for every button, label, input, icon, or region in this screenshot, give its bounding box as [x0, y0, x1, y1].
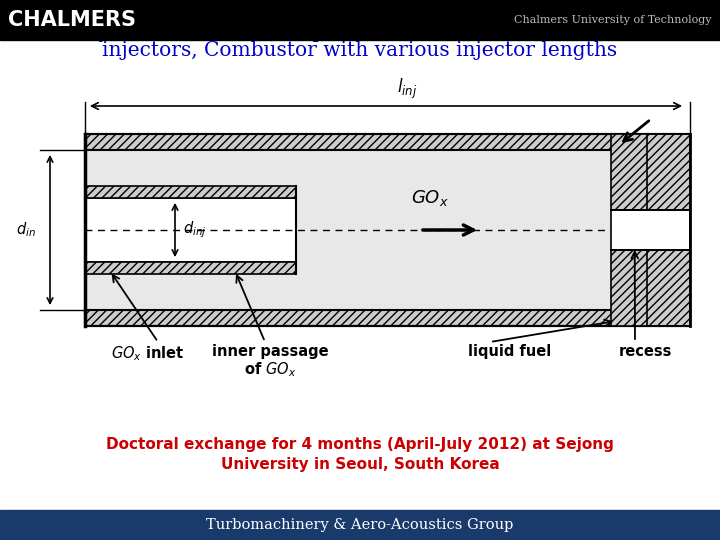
- Bar: [611, 250, 690, 326]
- Text: Dynamic Mode Decomposition: Combustor with Baffle: Dynamic Mode Decomposition: Combustor wi…: [82, 24, 638, 43]
- Text: $l_{inj}$: $l_{inj}$: [397, 77, 418, 101]
- Bar: [85, 134, 690, 326]
- Text: $GO_x$ inlet: $GO_x$ inlet: [111, 344, 185, 363]
- Text: Doctoral exchange for 4 months (April-July 2012) at Sejong: Doctoral exchange for 4 months (April-Ju…: [106, 437, 614, 453]
- Bar: [0, 510, 720, 540]
- Bar: [0, 0, 720, 40]
- Bar: [85, 134, 690, 150]
- Text: Chalmers University of Technology: Chalmers University of Technology: [515, 15, 712, 25]
- Bar: [85, 310, 690, 326]
- Text: University in Seoul, South Korea: University in Seoul, South Korea: [220, 457, 500, 472]
- Bar: [85, 186, 296, 198]
- Bar: [611, 210, 690, 250]
- Bar: [85, 262, 296, 274]
- Bar: [85, 198, 296, 262]
- Bar: [611, 250, 690, 326]
- Bar: [85, 262, 296, 274]
- Bar: [85, 150, 690, 310]
- Text: recess: recess: [618, 344, 672, 359]
- Bar: [85, 310, 690, 326]
- Bar: [611, 134, 690, 210]
- Text: injectors, Combustor with various injector lengths: injectors, Combustor with various inject…: [102, 40, 618, 59]
- Bar: [85, 186, 296, 198]
- Text: of $GO_x$: of $GO_x$: [244, 360, 296, 379]
- Bar: [611, 134, 690, 210]
- Bar: [85, 134, 690, 150]
- Text: CHALMERS: CHALMERS: [8, 10, 136, 30]
- Text: liquid fuel: liquid fuel: [469, 344, 552, 359]
- Text: $GO_x$: $GO_x$: [411, 188, 449, 208]
- Text: inner passage: inner passage: [212, 344, 328, 359]
- Text: $d_{inj}$: $d_{inj}$: [183, 220, 207, 240]
- Text: Turbomachinery & Aero-Acoustics Group: Turbomachinery & Aero-Acoustics Group: [207, 518, 513, 532]
- Text: $d_{in}$: $d_{in}$: [16, 221, 36, 239]
